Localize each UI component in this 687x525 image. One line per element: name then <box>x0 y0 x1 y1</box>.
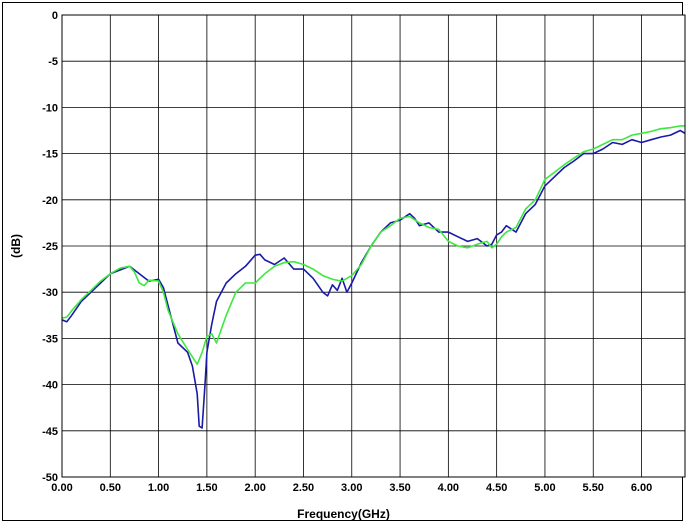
y-tick-label: -5 <box>48 56 58 68</box>
y-tick-label: -25 <box>42 241 58 253</box>
x-tick-label: 0.50 <box>100 482 121 494</box>
x-tick-label: 4.50 <box>486 482 507 494</box>
y-tick-label: -50 <box>42 472 58 484</box>
y-tick-label: 0 <box>52 10 58 22</box>
y-tick-label: -45 <box>42 426 58 438</box>
x-axis-title: Frequency(GHz) <box>297 507 390 521</box>
x-tick-label: 5.50 <box>583 482 604 494</box>
y-tick-label: -10 <box>42 102 58 114</box>
x-tick-label: 2.00 <box>244 482 265 494</box>
x-tick-label: 6.00 <box>631 482 652 494</box>
x-tick-label: 0.00 <box>51 482 72 494</box>
y-axis-title: (dB) <box>9 234 23 258</box>
series-line-1 <box>62 129 685 429</box>
x-tick-label: 1.50 <box>196 482 217 494</box>
y-tick-label: -20 <box>42 195 58 207</box>
x-tick-label: 5.00 <box>534 482 555 494</box>
plot-border <box>61 14 686 478</box>
x-tick-label: 3.00 <box>341 482 362 494</box>
x-tick-label: 3.50 <box>389 482 410 494</box>
x-tick-label: 2.50 <box>293 482 314 494</box>
x-tick-label: 1.00 <box>148 482 169 494</box>
y-tick-label: -40 <box>42 380 58 392</box>
x-tick-label: 4.00 <box>438 482 459 494</box>
series-line-2 <box>62 125 685 366</box>
y-tick-label: -35 <box>42 333 58 345</box>
y-tick-label: -15 <box>42 149 58 161</box>
y-tick-label: -30 <box>42 287 58 299</box>
